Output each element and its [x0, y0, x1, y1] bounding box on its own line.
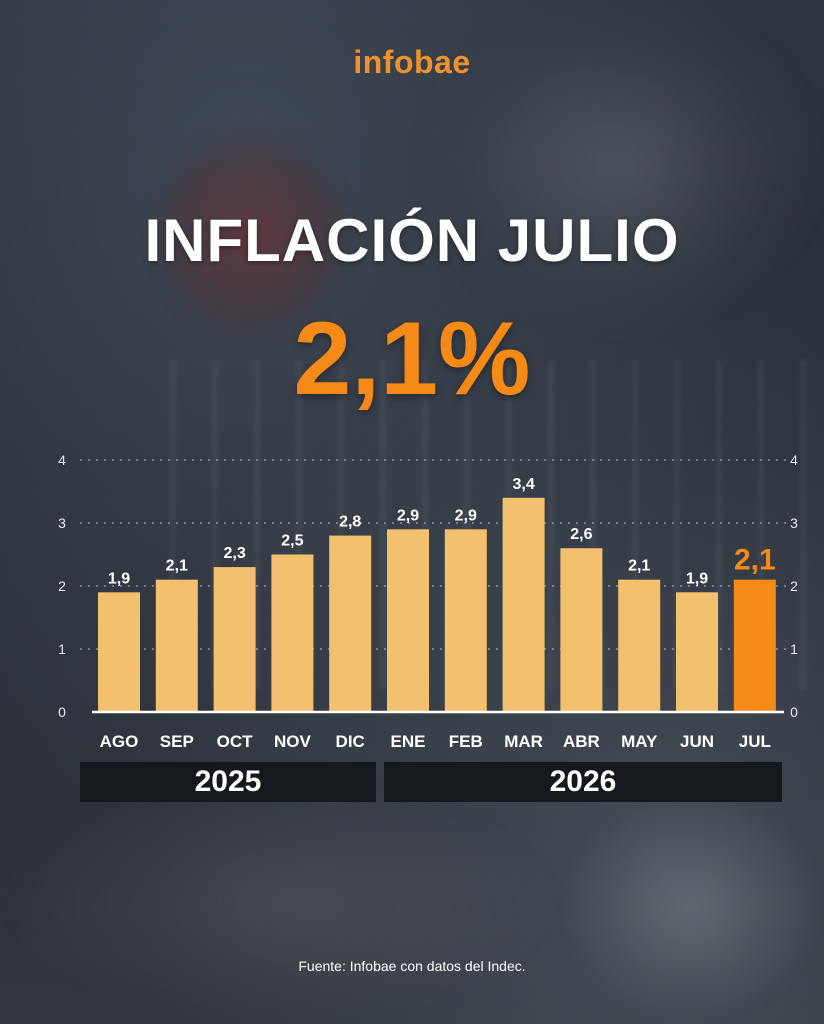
bar-value-label: 1,9 [686, 570, 708, 587]
y-tick-label-right: 1 [790, 641, 798, 657]
bar-value-label: 2,3 [223, 545, 245, 562]
bar-value-label: 3,4 [512, 476, 534, 493]
bar-value-label: 2,1 [734, 544, 776, 577]
y-tick-label-left: 0 [58, 704, 66, 720]
bar-dic [329, 535, 372, 712]
bar-oct [213, 567, 256, 712]
bar-jun [676, 592, 718, 712]
bars [98, 497, 776, 712]
bar-value-label: 1,9 [108, 570, 130, 587]
bar-value-label: 2,1 [166, 558, 188, 575]
category-label: SEP [160, 732, 194, 751]
category-labels: AGO SEP OCT NOV DIC ENE FEB MAR ABR MAY JUN JUL [100, 732, 771, 751]
bar-value-label: 2,9 [397, 507, 419, 524]
bar-abr [560, 548, 603, 712]
y-tick-label-right: 3 [790, 515, 798, 531]
y-tick-label-right: 4 [790, 452, 798, 468]
category-label: NOV [274, 732, 312, 751]
category-label: JUN [680, 732, 714, 751]
bar-ene [387, 529, 429, 712]
category-label: MAR [504, 732, 543, 751]
y-tick-label-left: 1 [58, 641, 66, 657]
y-tick-label-right: 2 [790, 578, 798, 594]
bar-may [618, 579, 661, 712]
bar-ago [98, 592, 140, 712]
y-axis-right: 0 1 2 3 4 [790, 452, 798, 720]
bar-mar [502, 497, 545, 712]
bar-value-labels: 1,9 2,1 2,3 2,5 2,8 2,9 2,9 3,4 2,6 2,1 1,9 2,1 [108, 476, 776, 588]
y-tick-label-left: 3 [58, 515, 66, 531]
headline-value: 2,1% [293, 301, 531, 417]
bar-nov [271, 554, 314, 712]
y-axis-left: 0 1 2 3 4 [58, 452, 66, 720]
category-label: MAY [621, 732, 658, 751]
bar-value-label: 2,6 [570, 526, 592, 543]
brand-logo: infobae [353, 44, 471, 80]
bar-value-label: 2,5 [281, 533, 303, 550]
category-label: FEB [449, 732, 483, 751]
bar-feb [444, 529, 487, 712]
category-label: ABR [563, 732, 600, 751]
bar-jul [733, 579, 776, 712]
y-tick-label-left: 4 [58, 452, 66, 468]
category-label: AGO [100, 732, 139, 751]
category-label: ENE [391, 732, 426, 751]
y-tick-label-right: 0 [790, 704, 798, 720]
category-label: JUL [739, 732, 771, 751]
bar-sep [155, 579, 198, 712]
y-tick-label-left: 2 [58, 578, 66, 594]
category-label: DIC [336, 732, 365, 751]
bar-value-label: 2,1 [628, 558, 650, 575]
headline-title: INFLACIÓN JULIO [144, 207, 680, 274]
category-label: OCT [217, 732, 254, 751]
source-note: Fuente: Infobae con datos del Indec. [298, 958, 526, 974]
bar-value-label: 2,8 [339, 514, 361, 531]
year-band-2025: 2025 [80, 762, 376, 802]
year-band-2026: 2026 [384, 762, 782, 802]
bar-value-label: 2,9 [455, 507, 477, 524]
